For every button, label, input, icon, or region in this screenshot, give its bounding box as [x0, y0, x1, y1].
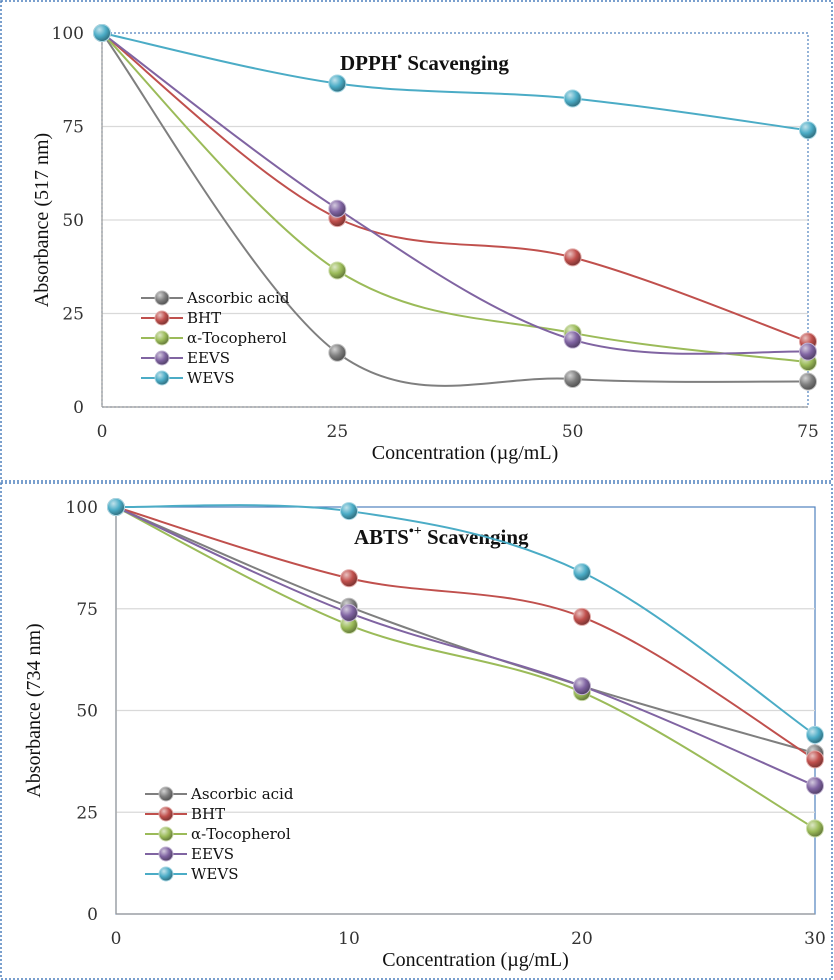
x-tick-label: 75	[797, 422, 819, 442]
data-point	[328, 261, 347, 280]
y-axis-title: Absorbance (734 nm)	[23, 623, 45, 797]
x-axis-title: Concentration (µg/mL)	[382, 949, 568, 971]
legend-marker	[154, 350, 170, 366]
data-point	[573, 677, 591, 696]
series-line-2	[101, 32, 809, 364]
data-point	[806, 750, 824, 769]
series-line-1	[115, 506, 816, 761]
legend-marker	[158, 806, 174, 822]
x-tick-label: 0	[97, 422, 108, 442]
x-axis-title: Concentration (µg/mL)	[372, 442, 558, 464]
x-tick-label: 20	[571, 929, 593, 949]
legend-label: BHT	[191, 805, 225, 823]
data-point	[563, 89, 582, 108]
y-tick-label: 25	[76, 803, 98, 823]
abts-chart: 0 25 50 75 100 0 10 20 30 Concentration (µg/mL) Ab…	[0, 482, 833, 980]
y-axis-title: Absorbance (517 nm)	[31, 133, 53, 307]
data-point	[93, 24, 111, 42]
abts-chart-panel: 0 25 50 75 100 0 10 20 30 Concentration (µg/mL) Ab…	[0, 482, 834, 980]
legend-label: α-Tocopherol	[187, 329, 287, 347]
x-tick-label: 10	[338, 929, 360, 949]
legend-label: WEVS	[191, 865, 238, 883]
series-line-3	[115, 506, 816, 787]
y-tick-label: 75	[76, 600, 98, 620]
series-line-2	[115, 506, 816, 830]
y-tick-label: 100	[52, 24, 84, 44]
data-point	[328, 343, 347, 362]
data-point	[107, 498, 125, 516]
y-tick-label: 50	[62, 211, 84, 231]
data-point	[806, 819, 824, 838]
legend-marker	[158, 786, 174, 802]
x-tick-label: 50	[562, 422, 584, 442]
series-line-0	[115, 506, 816, 755]
x-tick-label: 30	[804, 929, 826, 949]
legend-label: EEVS	[187, 349, 230, 367]
data-point	[328, 74, 347, 93]
series-line-4	[115, 504, 816, 736]
data-point	[328, 199, 347, 218]
data-point	[806, 725, 824, 744]
legend-marker	[158, 826, 174, 842]
chart-title: ABTS•+ Scavenging	[354, 524, 529, 549]
data-point	[806, 776, 824, 795]
legend-label: Ascorbic acid	[186, 289, 290, 307]
legend-label: α-Tocopherol	[191, 825, 291, 843]
data-point	[573, 563, 591, 582]
series-line-3	[101, 32, 809, 355]
dpph-chart-panel: 0 25 50 75 100 0 25 50 75 Concentration (µg/mL) Ab…	[0, 0, 834, 482]
legend-marker	[154, 310, 170, 326]
y-tick-label: 0	[73, 398, 84, 418]
y-tick-label: 100	[66, 498, 98, 518]
y-tick-label: 50	[76, 702, 98, 722]
legend-label: BHT	[187, 309, 221, 327]
data-point	[573, 607, 591, 626]
legend-label: WEVS	[187, 369, 234, 387]
legend-marker	[154, 370, 170, 386]
legend-label: Ascorbic acid	[190, 785, 294, 803]
x-tick-label: 25	[327, 422, 349, 442]
series-line-0	[101, 32, 809, 387]
data-point	[340, 502, 358, 521]
y-tick-label: 75	[62, 118, 84, 138]
data-point	[340, 569, 358, 588]
data-point	[799, 342, 817, 361]
chart-frame	[0, 0, 833, 482]
data-point	[340, 603, 358, 622]
series-line-4	[101, 32, 809, 132]
y-tick-label: 25	[62, 305, 84, 325]
data-point	[799, 121, 817, 140]
data-point	[563, 369, 582, 388]
series-line-1	[101, 32, 809, 343]
legend-marker	[154, 290, 170, 306]
data-point	[799, 372, 817, 391]
legend-marker	[154, 330, 170, 346]
chart-title: DPPH• Scavenging	[340, 50, 509, 75]
data-point	[563, 248, 582, 267]
dpph-chart: 0 25 50 75 100 0 25 50 75 Concentration (µg/mL) Ab…	[0, 0, 833, 482]
x-tick-label: 0	[111, 929, 122, 949]
chart-frame	[0, 482, 833, 980]
legend-marker	[158, 866, 174, 882]
legend-marker	[158, 846, 174, 862]
legend-label: EEVS	[191, 845, 234, 863]
data-point	[563, 330, 582, 349]
y-tick-label: 0	[87, 905, 98, 925]
